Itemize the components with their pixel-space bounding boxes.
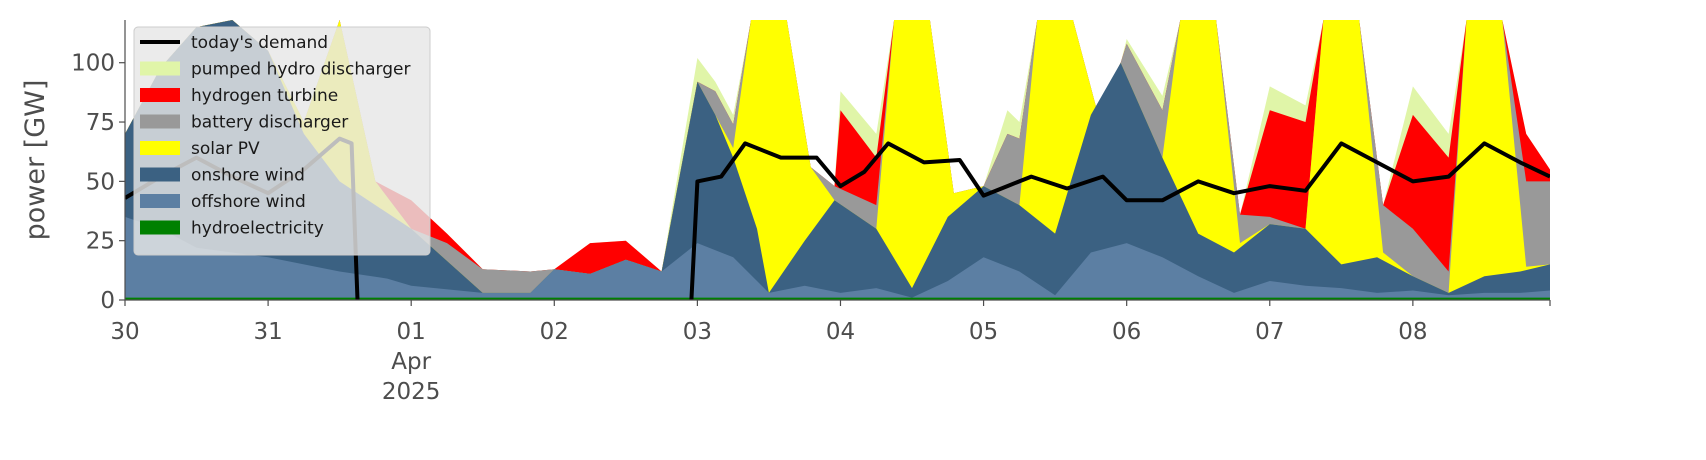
x-tick-label: 07 <box>1255 319 1284 345</box>
x-tick-label: 30 <box>110 319 139 345</box>
y-axis-label: power [GW] <box>20 80 51 241</box>
legend-label-offshore-wind: offshore wind <box>191 192 306 212</box>
legend-swatch-pumped-hydro-discharger <box>140 61 180 76</box>
legend-swatch-hydrogen-turbine <box>140 88 180 102</box>
x-tick-label: 02 <box>540 319 569 345</box>
legend-label-hydroelectricity: hydroelectricity <box>191 219 324 239</box>
legend-swatch-battery-discharger <box>140 114 180 129</box>
legend-label-solar-pv: solar PV <box>191 139 260 159</box>
x-tick-label: 08 <box>1398 319 1427 345</box>
y-tick-label: 50 <box>86 169 115 195</box>
x-tick-label: 2025 <box>382 379 441 405</box>
y-tick-label: 25 <box>86 229 115 255</box>
y-tick-label: 100 <box>71 51 115 77</box>
x-tick-label: Apr <box>391 349 431 375</box>
legend-label-pumped-hydro-discharger: pumped hydro discharger <box>191 60 410 80</box>
y-tick-label: 0 <box>100 288 115 314</box>
legend-swatch-hydroelectricity <box>140 220 180 235</box>
x-axis: 30 31 01 Apr 2025 02 03 04 05 06 07 08 <box>110 299 1551 405</box>
x-tick-label: 03 <box>683 319 712 345</box>
x-tick-label: 06 <box>1112 319 1141 345</box>
legend-swatch-offshore-wind <box>140 194 180 208</box>
x-tick-label: 04 <box>826 319 855 345</box>
legend-box <box>133 26 431 256</box>
demand-line-segment-2 <box>689 141 1550 300</box>
x-tick-label: 05 <box>969 319 998 345</box>
x-tick-label: 01 <box>397 319 426 345</box>
plot-area <box>125 20 1550 300</box>
legend-label-onshore-wind: onshore wind <box>191 166 305 186</box>
legend-label-hydrogen-turbine: hydrogen turbine <box>191 86 338 106</box>
y-tick-label: 75 <box>86 110 115 136</box>
legend: today's demand pumped hydro discharger hyd… <box>133 26 431 256</box>
area-onshore-wind <box>125 20 1550 300</box>
y-axis: 0 25 50 75 100 <box>71 20 126 314</box>
area-offshore-wind <box>125 216 1550 300</box>
legend-swatch-solar-pv <box>140 141 180 155</box>
legend-label-today-s-demand: today's demand <box>191 33 328 53</box>
x-tick-label: 31 <box>253 319 282 345</box>
legend-label-battery-discharger: battery discharger <box>191 113 348 133</box>
legend-swatch-onshore-wind <box>140 167 180 182</box>
